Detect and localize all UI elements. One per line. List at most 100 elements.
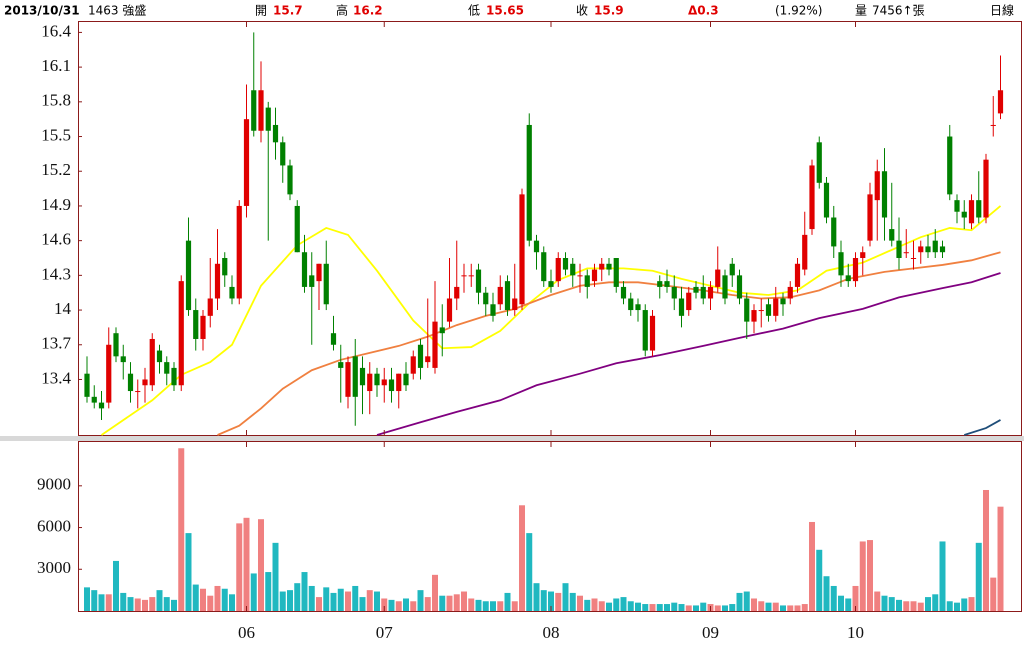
volume-bar [620, 597, 627, 611]
candle-body [758, 310, 764, 312]
panel-divider [0, 436, 1024, 441]
candle-body [693, 286, 699, 293]
volume-bar [780, 605, 786, 611]
volume-bar [693, 605, 699, 611]
volume-bar [142, 599, 148, 611]
candle-body [838, 252, 844, 276]
candle-body [816, 142, 822, 183]
candle-body [207, 298, 213, 316]
volume-bar [200, 588, 206, 611]
candle-body [751, 310, 757, 322]
volume-bar [214, 585, 221, 611]
volume-bar [751, 598, 757, 611]
candle-body [787, 286, 793, 299]
candle-body [686, 292, 692, 311]
volume-bar [685, 605, 692, 611]
y-tick-label: 3000 [37, 558, 71, 577]
volume-bar [410, 601, 417, 611]
volume-bar [881, 595, 888, 611]
candle-body [403, 373, 409, 386]
volume-bar [301, 572, 308, 611]
volume-bar [388, 599, 395, 611]
candle-body [700, 286, 706, 299]
low-value: 15.65 [486, 4, 524, 18]
volume-bar [468, 598, 475, 611]
candle-body [410, 356, 416, 374]
candle-body [736, 275, 743, 299]
candle-body [642, 310, 648, 351]
candle-body [533, 240, 540, 253]
volume-bar [287, 590, 293, 611]
x-tick-label: 06 [238, 623, 255, 642]
volume-bar [562, 583, 569, 611]
volume-bar [446, 595, 453, 611]
candle-body [591, 269, 598, 282]
candle-body [301, 252, 308, 287]
candle-body [947, 136, 953, 195]
volume-bar [258, 519, 264, 611]
candle-body [280, 142, 286, 166]
volume-panel [78, 441, 1022, 612]
candle-body [983, 159, 989, 218]
candle-body [294, 205, 300, 253]
candle-body [91, 396, 97, 403]
volume-bar [859, 541, 866, 611]
volume-bar [113, 560, 119, 611]
volume-bar [577, 595, 583, 611]
candle-body [802, 234, 808, 270]
candle-body [330, 333, 337, 345]
candle-body [577, 275, 583, 277]
y-tick-label: 14.3 [41, 264, 71, 283]
candle-body [113, 333, 119, 357]
volume-bar [163, 597, 170, 611]
volume-bar [127, 597, 134, 611]
candle-body [628, 298, 634, 311]
candle-body [990, 124, 996, 126]
candle-body [744, 298, 750, 322]
volume-bar [482, 601, 489, 611]
volume-bar [381, 598, 388, 611]
candle-body [229, 286, 235, 299]
candle-body [367, 373, 373, 392]
candle-body [185, 240, 192, 311]
volume-bar [729, 604, 736, 611]
volume-bar [569, 592, 576, 611]
volume-bar [874, 591, 881, 611]
candle-body [961, 211, 967, 218]
candle-body [562, 258, 569, 270]
volume-bar [294, 583, 301, 611]
volume-bar [591, 598, 598, 611]
volume-bar [946, 601, 953, 611]
candle-body [519, 194, 525, 305]
volume-bar [838, 595, 844, 611]
volume-bar [649, 604, 656, 611]
volume-bar [700, 602, 707, 611]
candle-body [780, 298, 786, 305]
candle-body [439, 327, 445, 334]
volume-bar [627, 601, 634, 611]
volume-bar [120, 592, 127, 611]
volume-bar [896, 599, 902, 611]
volume-label: 量 [855, 4, 867, 18]
volume-bar [330, 592, 337, 611]
candle-body [860, 252, 866, 258]
candle-body [193, 310, 199, 339]
candle-body [352, 356, 358, 397]
x-tick-label: 07 [376, 623, 394, 642]
candle-body [831, 217, 837, 247]
candle-body [599, 263, 605, 270]
volume-bar [279, 591, 286, 611]
period: 日線 [990, 3, 1014, 18]
moving-average [963, 419, 1001, 436]
candle-body [889, 229, 895, 241]
candle-body [417, 344, 424, 368]
candle-body [823, 182, 830, 218]
volume-bar [229, 594, 235, 611]
candle-body [852, 258, 859, 282]
volume-bar [990, 577, 997, 611]
candle-body [135, 391, 141, 393]
candle-body [309, 275, 315, 287]
candle-body [664, 281, 670, 287]
volume-bar [852, 585, 859, 611]
